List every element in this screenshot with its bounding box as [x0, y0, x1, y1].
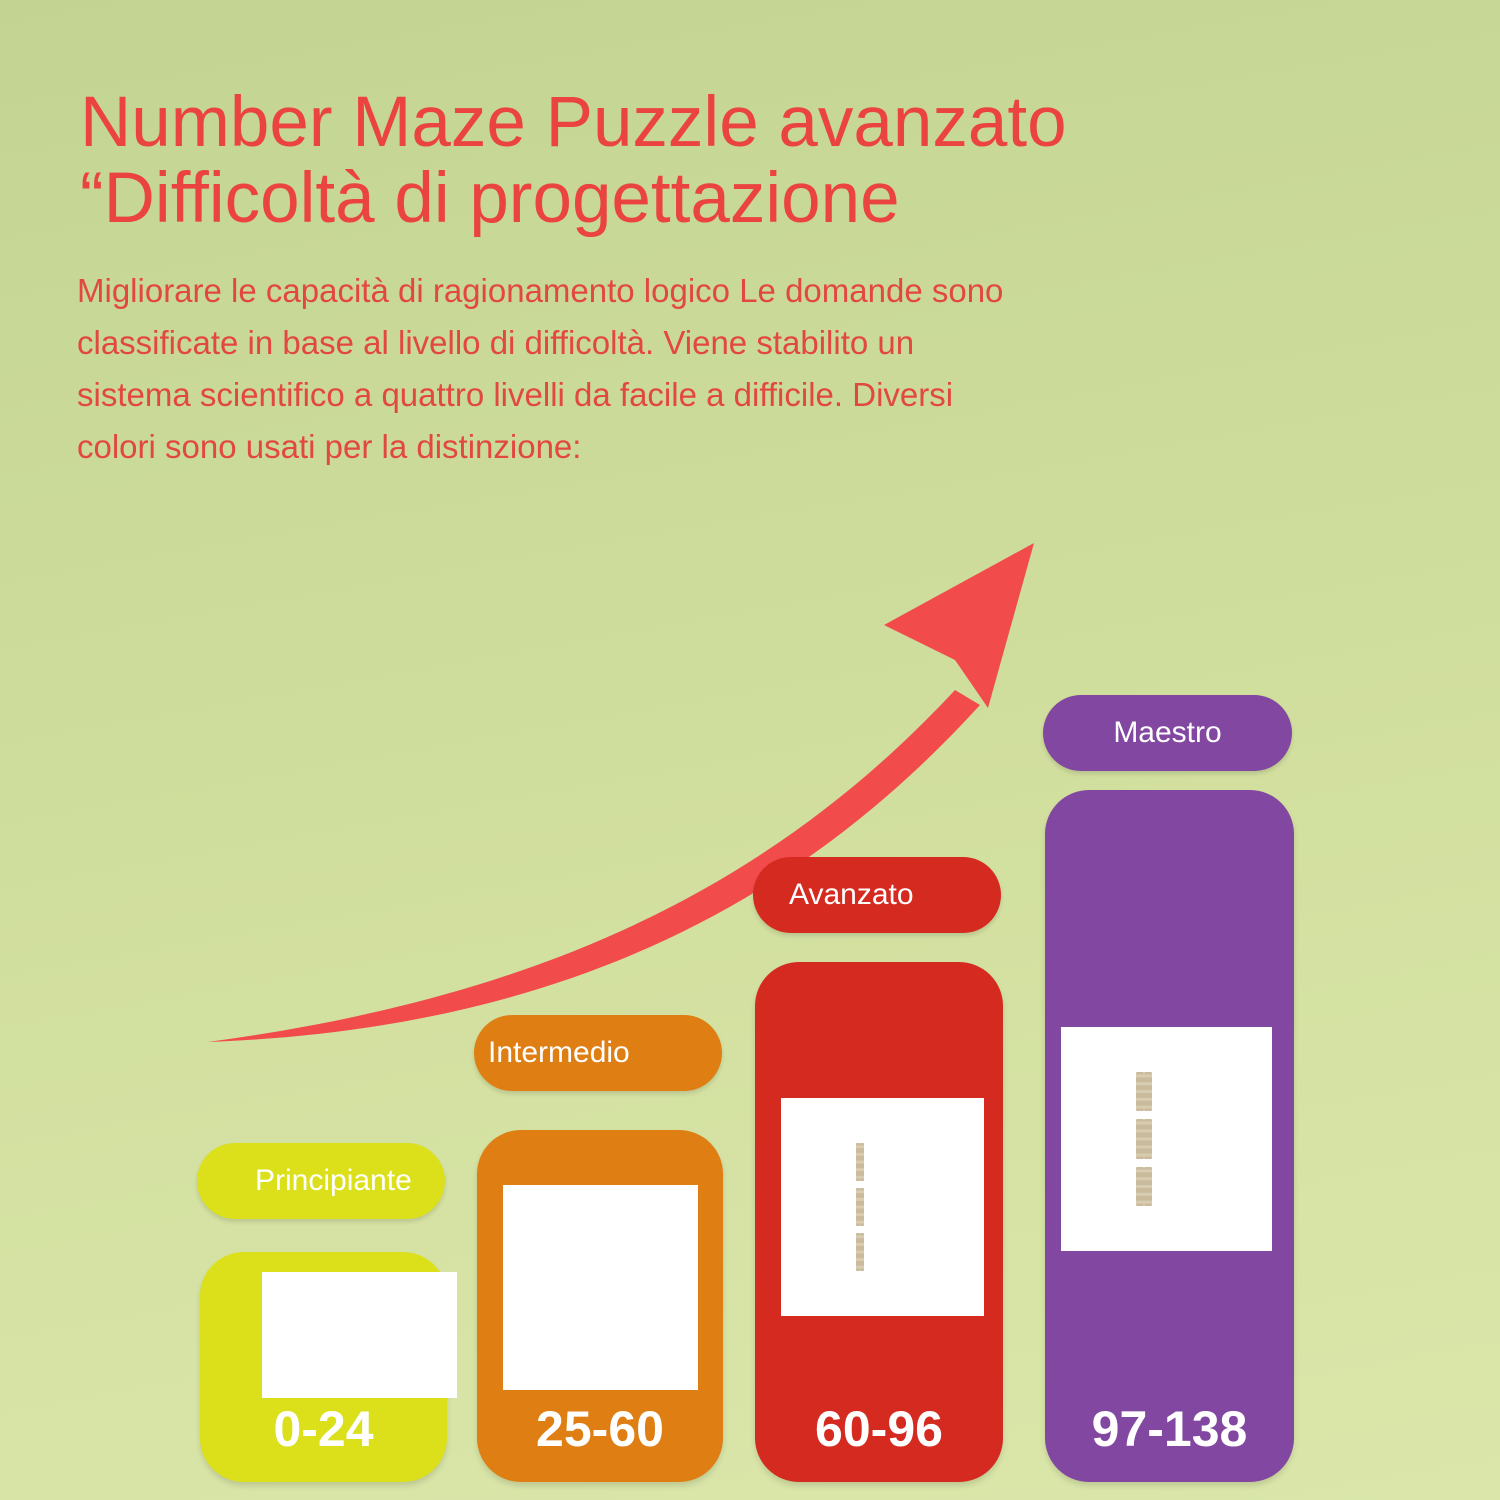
- puzzle-tile: [860, 1143, 864, 1181]
- puzzle-tile: [860, 1188, 864, 1226]
- level-name: Intermedio: [488, 1036, 630, 1069]
- puzzle-thumbnail: [1061, 1027, 1272, 1251]
- level-range: 60-96: [815, 1401, 943, 1457]
- puzzle-thumbnail: [503, 1185, 698, 1390]
- puzzle-tile: [856, 1143, 860, 1181]
- puzzle-thumbnail: [781, 1098, 984, 1316]
- puzzle-tile: [1136, 1072, 1144, 1112]
- puzzle-tile: [860, 1233, 864, 1271]
- level-range: 25-60: [536, 1401, 664, 1457]
- puzzle-thumbnail: [262, 1272, 457, 1398]
- headline-line-1: Number Maze Puzzle avanzato: [80, 83, 1067, 162]
- headline: Number Maze Puzzle avanzato “Difficoltà …: [80, 85, 1067, 237]
- puzzle-tile: [1136, 1166, 1144, 1206]
- level-range: 97-138: [1091, 1401, 1248, 1457]
- description: Migliorare le capacità di ragionamento l…: [77, 272, 1004, 465]
- level-name: Avanzato: [789, 878, 914, 911]
- level-label-principiante: Principiante: [197, 1143, 445, 1219]
- puzzle-tile: [1144, 1119, 1152, 1159]
- level-name: Maestro: [1113, 716, 1222, 749]
- level-label-avanzato: Avanzato: [753, 857, 1001, 933]
- headline-line-2: “Difficoltà di progettazione: [80, 159, 900, 238]
- level-label-intermedio: Intermedio: [474, 1015, 722, 1091]
- level-range: 0-24: [273, 1401, 374, 1457]
- level-name: Principiante: [255, 1164, 412, 1197]
- puzzle-tile: [856, 1233, 860, 1271]
- arrow-head: [884, 543, 1034, 708]
- level-label-maestro: Maestro: [1043, 695, 1292, 771]
- puzzle-tile: [1144, 1072, 1152, 1112]
- puzzle-tile: [856, 1188, 860, 1226]
- puzzle-tile: [1136, 1119, 1144, 1159]
- puzzle-tile: [1144, 1166, 1152, 1206]
